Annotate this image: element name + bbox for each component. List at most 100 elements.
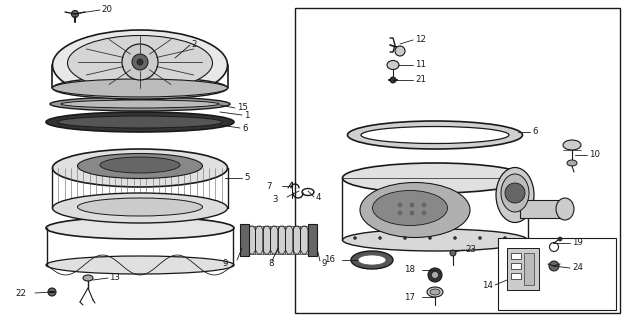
Circle shape: [404, 236, 406, 239]
Bar: [308, 224, 317, 256]
Circle shape: [132, 54, 148, 70]
Circle shape: [422, 211, 426, 215]
Text: 10: 10: [589, 149, 600, 158]
Text: 21: 21: [415, 75, 426, 84]
Circle shape: [398, 211, 402, 215]
Ellipse shape: [361, 126, 509, 143]
Ellipse shape: [53, 79, 228, 97]
Ellipse shape: [61, 100, 219, 108]
Bar: [520, 200, 565, 218]
Ellipse shape: [53, 30, 228, 100]
Text: 4: 4: [316, 193, 322, 202]
Text: 3: 3: [273, 195, 278, 204]
Text: 1: 1: [244, 110, 250, 119]
Text: 2: 2: [191, 39, 196, 49]
Ellipse shape: [78, 198, 203, 216]
Text: 14: 14: [482, 281, 493, 290]
Text: 9: 9: [223, 259, 228, 268]
Circle shape: [410, 203, 414, 207]
Ellipse shape: [342, 163, 527, 193]
Bar: [498, 238, 616, 310]
Circle shape: [478, 236, 482, 239]
Ellipse shape: [342, 229, 527, 251]
Bar: [511, 263, 521, 269]
Ellipse shape: [46, 112, 234, 132]
Text: 22: 22: [15, 289, 26, 298]
Ellipse shape: [53, 77, 228, 99]
Text: 13: 13: [109, 274, 120, 283]
Circle shape: [390, 77, 396, 83]
Circle shape: [431, 271, 438, 278]
Ellipse shape: [358, 255, 386, 265]
Ellipse shape: [501, 174, 529, 212]
Text: 7: 7: [266, 181, 272, 190]
Bar: [524, 253, 534, 285]
Circle shape: [505, 183, 525, 203]
Bar: [248, 226, 255, 254]
Text: 16: 16: [324, 255, 335, 265]
Text: 9: 9: [322, 259, 327, 268]
Ellipse shape: [46, 217, 234, 239]
Ellipse shape: [372, 190, 448, 226]
Ellipse shape: [78, 154, 203, 179]
Ellipse shape: [351, 251, 393, 269]
Circle shape: [354, 236, 357, 239]
Circle shape: [453, 236, 456, 239]
Ellipse shape: [496, 167, 534, 222]
Ellipse shape: [347, 121, 522, 149]
Ellipse shape: [387, 60, 399, 69]
Circle shape: [549, 261, 559, 271]
Bar: [240, 224, 249, 256]
Bar: [511, 273, 521, 279]
Bar: [511, 253, 521, 259]
Ellipse shape: [427, 287, 443, 297]
Circle shape: [71, 11, 78, 18]
Ellipse shape: [100, 157, 180, 173]
Bar: [263, 226, 270, 254]
Ellipse shape: [567, 160, 577, 166]
Circle shape: [422, 203, 426, 207]
Text: 12: 12: [415, 35, 426, 44]
Ellipse shape: [430, 289, 440, 295]
Text: 23: 23: [465, 244, 476, 253]
Bar: [293, 226, 300, 254]
Text: 24: 24: [572, 263, 583, 273]
Circle shape: [450, 250, 456, 256]
Ellipse shape: [50, 97, 230, 111]
Circle shape: [428, 268, 442, 282]
Ellipse shape: [53, 193, 228, 223]
Text: 18: 18: [404, 266, 415, 275]
Ellipse shape: [58, 116, 223, 128]
Circle shape: [137, 59, 143, 65]
Circle shape: [379, 236, 381, 239]
Ellipse shape: [53, 149, 228, 187]
Bar: [300, 226, 308, 254]
Ellipse shape: [83, 275, 93, 281]
Ellipse shape: [360, 182, 470, 237]
Circle shape: [558, 237, 562, 241]
Bar: [295, 8, 620, 313]
Bar: [255, 226, 263, 254]
Text: 20: 20: [101, 4, 112, 13]
Text: 5: 5: [244, 172, 250, 181]
Circle shape: [122, 44, 158, 80]
Circle shape: [398, 203, 402, 207]
Text: 15: 15: [237, 102, 248, 111]
Circle shape: [410, 211, 414, 215]
Circle shape: [48, 288, 56, 296]
Text: 8: 8: [268, 259, 273, 268]
Bar: [278, 226, 285, 254]
Bar: [285, 226, 293, 254]
Circle shape: [395, 46, 405, 56]
Circle shape: [428, 236, 431, 239]
Text: 6: 6: [242, 124, 248, 132]
Circle shape: [503, 236, 507, 239]
Bar: [507, 248, 539, 290]
Text: 11: 11: [415, 60, 426, 68]
Ellipse shape: [46, 256, 234, 274]
Bar: [270, 226, 278, 254]
Text: 6: 6: [532, 126, 537, 135]
Text: 19: 19: [572, 237, 583, 246]
Ellipse shape: [556, 198, 574, 220]
Text: 17: 17: [404, 292, 415, 301]
